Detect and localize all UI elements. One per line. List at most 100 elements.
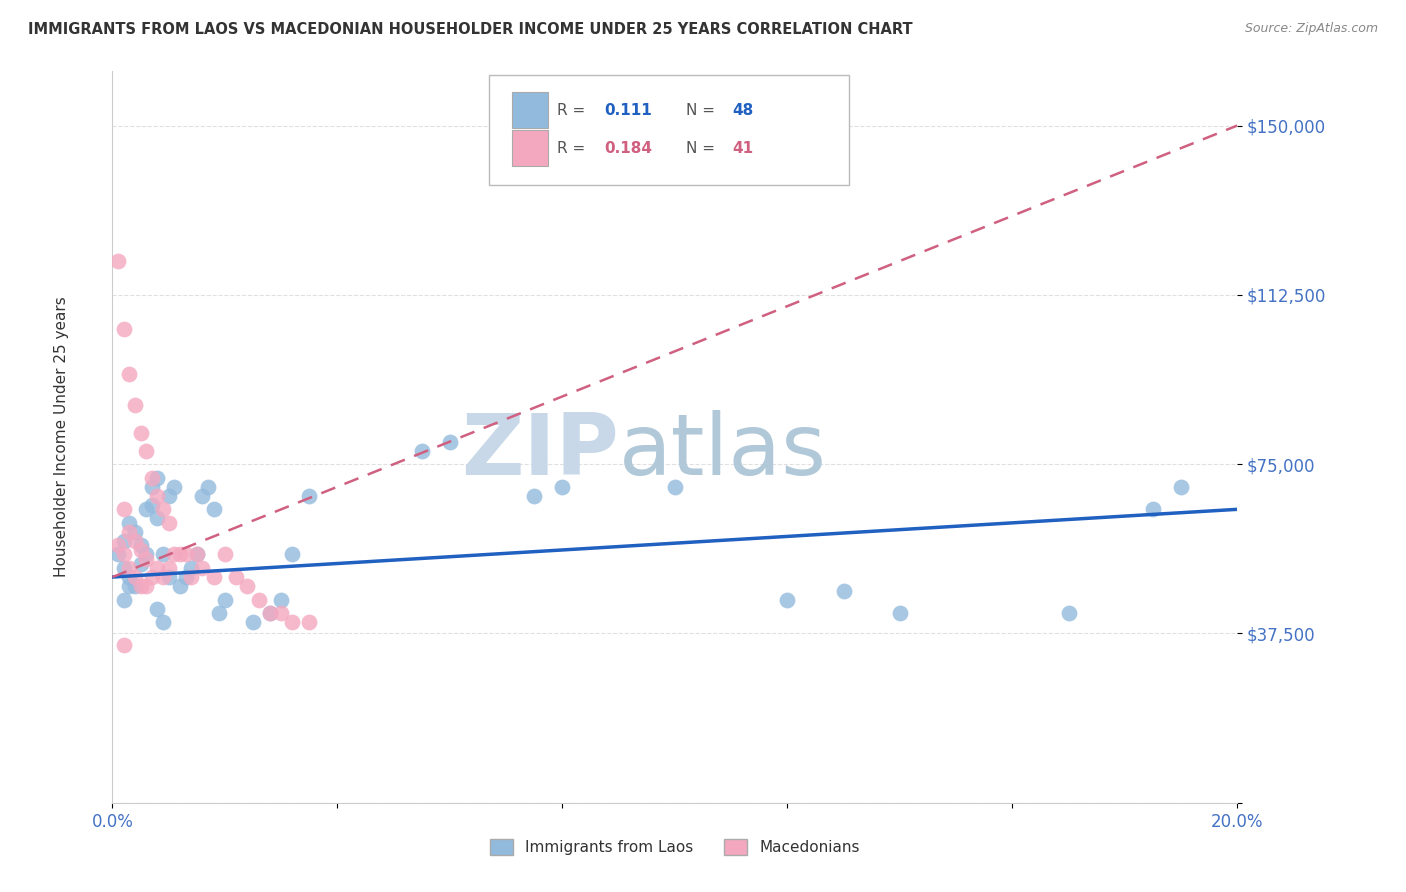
Point [186, 548, 208, 562]
Text: atlas: atlas [619, 410, 827, 493]
Point [208, 606, 231, 620]
Point [281, 548, 304, 562]
Point [146, 489, 169, 503]
Text: R =: R = [557, 103, 591, 118]
Point [129, 538, 152, 552]
Point [124, 579, 146, 593]
Text: ZIP: ZIP [461, 410, 619, 493]
Point [439, 434, 461, 449]
Point [141, 471, 163, 485]
Point [270, 606, 292, 620]
Legend: Immigrants from Laos, Macedonians: Immigrants from Laos, Macedonians [484, 833, 866, 861]
Point [259, 606, 281, 620]
Text: Source: ZipAtlas.com: Source: ZipAtlas.com [1244, 22, 1378, 36]
Point [118, 516, 141, 530]
Point [180, 561, 202, 575]
Point [298, 615, 321, 630]
Point [129, 425, 152, 440]
Point [157, 516, 180, 530]
Point [129, 543, 152, 558]
Point [135, 552, 157, 566]
Point [124, 399, 146, 413]
Point [141, 498, 163, 512]
Point [169, 548, 191, 562]
Point [242, 615, 264, 630]
Point [112, 548, 135, 562]
Point [180, 570, 202, 584]
Point [146, 601, 169, 615]
Point [135, 579, 157, 593]
Point [186, 548, 208, 562]
Text: 41: 41 [733, 141, 754, 156]
Point [174, 570, 197, 584]
Text: N =: N = [686, 141, 720, 156]
Point [776, 592, 799, 607]
Point [1170, 480, 1192, 494]
Point [832, 583, 855, 598]
Point [118, 367, 141, 381]
Point [270, 592, 292, 607]
Text: N =: N = [686, 103, 720, 118]
Point [1057, 606, 1080, 620]
Point [146, 471, 169, 485]
Point [135, 548, 157, 562]
Point [152, 615, 174, 630]
Point [112, 592, 135, 607]
Point [281, 615, 304, 630]
Text: Householder Income Under 25 years: Householder Income Under 25 years [55, 297, 69, 577]
Point [129, 557, 152, 571]
Point [107, 254, 129, 268]
Point [157, 570, 180, 584]
Point [135, 443, 157, 458]
Point [118, 570, 141, 584]
Point [664, 480, 686, 494]
Point [202, 502, 225, 516]
Point [112, 322, 135, 336]
Point [141, 480, 163, 494]
Text: 48: 48 [733, 103, 754, 118]
Point [247, 592, 270, 607]
Point [411, 443, 433, 458]
Point [551, 480, 574, 494]
Point [146, 511, 169, 525]
Point [152, 570, 174, 584]
Point [112, 533, 135, 548]
Point [107, 538, 129, 552]
Point [141, 570, 163, 584]
Point [169, 579, 191, 593]
Point [236, 579, 259, 593]
Point [298, 489, 321, 503]
Point [124, 524, 146, 539]
Point [129, 579, 152, 593]
Point [152, 548, 174, 562]
Point [118, 579, 141, 593]
Point [118, 561, 141, 575]
Point [214, 592, 236, 607]
Point [152, 502, 174, 516]
Point [107, 548, 129, 562]
Point [197, 480, 219, 494]
Point [124, 533, 146, 548]
Point [889, 606, 911, 620]
Point [1142, 502, 1164, 516]
Point [112, 561, 135, 575]
Point [191, 489, 214, 503]
Point [118, 524, 141, 539]
Point [163, 480, 186, 494]
FancyBboxPatch shape [512, 130, 548, 166]
Point [225, 570, 247, 584]
Point [146, 561, 169, 575]
Point [124, 570, 146, 584]
Point [202, 570, 225, 584]
Point [163, 548, 186, 562]
Point [112, 502, 135, 516]
Point [214, 548, 236, 562]
Point [174, 548, 197, 562]
Text: IMMIGRANTS FROM LAOS VS MACEDONIAN HOUSEHOLDER INCOME UNDER 25 YEARS CORRELATION: IMMIGRANTS FROM LAOS VS MACEDONIAN HOUSE… [28, 22, 912, 37]
Point [523, 489, 546, 503]
Text: 0.111: 0.111 [605, 103, 652, 118]
FancyBboxPatch shape [512, 92, 548, 128]
Point [259, 606, 281, 620]
Text: 0.184: 0.184 [605, 141, 652, 156]
Text: R =: R = [557, 141, 591, 156]
